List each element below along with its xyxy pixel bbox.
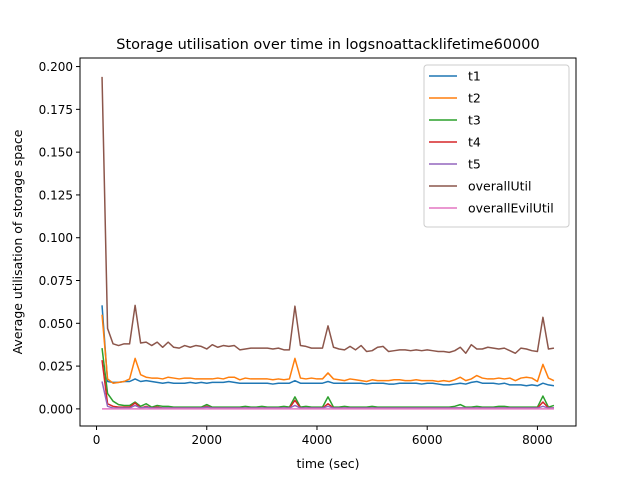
y-axis-label: Average utilisation of storage space: [10, 129, 25, 354]
series-line-t1: [101, 305, 555, 387]
legend-box: [423, 64, 570, 228]
x-axis-label: time (sec): [296, 456, 359, 471]
chart-title: Storage utilisation over time in logsnoa…: [116, 37, 539, 53]
series-line-t4: [101, 360, 554, 409]
y-tick-label: 0.200: [39, 60, 73, 74]
x-tick-label: 2000: [191, 433, 222, 447]
series-line-t5: [101, 381, 554, 409]
y-tick-label: 0.050: [39, 317, 73, 331]
y-tick-label: 0.175: [39, 103, 73, 117]
x-tick-label: 8000: [522, 433, 553, 447]
x-tick-label: 6000: [412, 433, 443, 447]
x-tick-label: 0: [93, 433, 101, 447]
legend-label-t5: t5: [468, 157, 481, 172]
series-line-overallUtil: [101, 76, 555, 355]
y-axis: 0.000 0.025 0.050 0.075 0.100 0.125 0.150 0.175…: [39, 60, 80, 416]
legend: t1 t2 t3 t4 t5 overallUtil overallEvilUtil: [423, 64, 570, 228]
y-tick-label: 0.125: [39, 188, 73, 202]
x-tick-label: 4000: [302, 433, 333, 447]
y-tick-label: 0.075: [39, 274, 73, 288]
series-line-t3: [101, 348, 555, 408]
y-tick-label: 0.000: [39, 402, 73, 416]
y-tick-label: 0.100: [39, 231, 73, 245]
legend-label-t1: t1: [468, 69, 481, 84]
legend-label-t2: t2: [468, 91, 481, 106]
y-tick-label: 0.150: [39, 146, 73, 160]
legend-label-overallEvilUtil: overallEvilUtil: [468, 201, 554, 216]
legend-label-t3: t3: [468, 113, 481, 128]
legend-label-t4: t4: [468, 135, 481, 150]
x-axis: 0 2000 4000 6000 8000: [93, 426, 553, 447]
y-tick-label: 0.025: [39, 360, 73, 374]
plot-frame: [79, 57, 577, 427]
legend-label-overallUtil: overallUtil: [468, 179, 531, 194]
plot-area: [101, 76, 555, 410]
series-line-t2: [101, 314, 555, 384]
